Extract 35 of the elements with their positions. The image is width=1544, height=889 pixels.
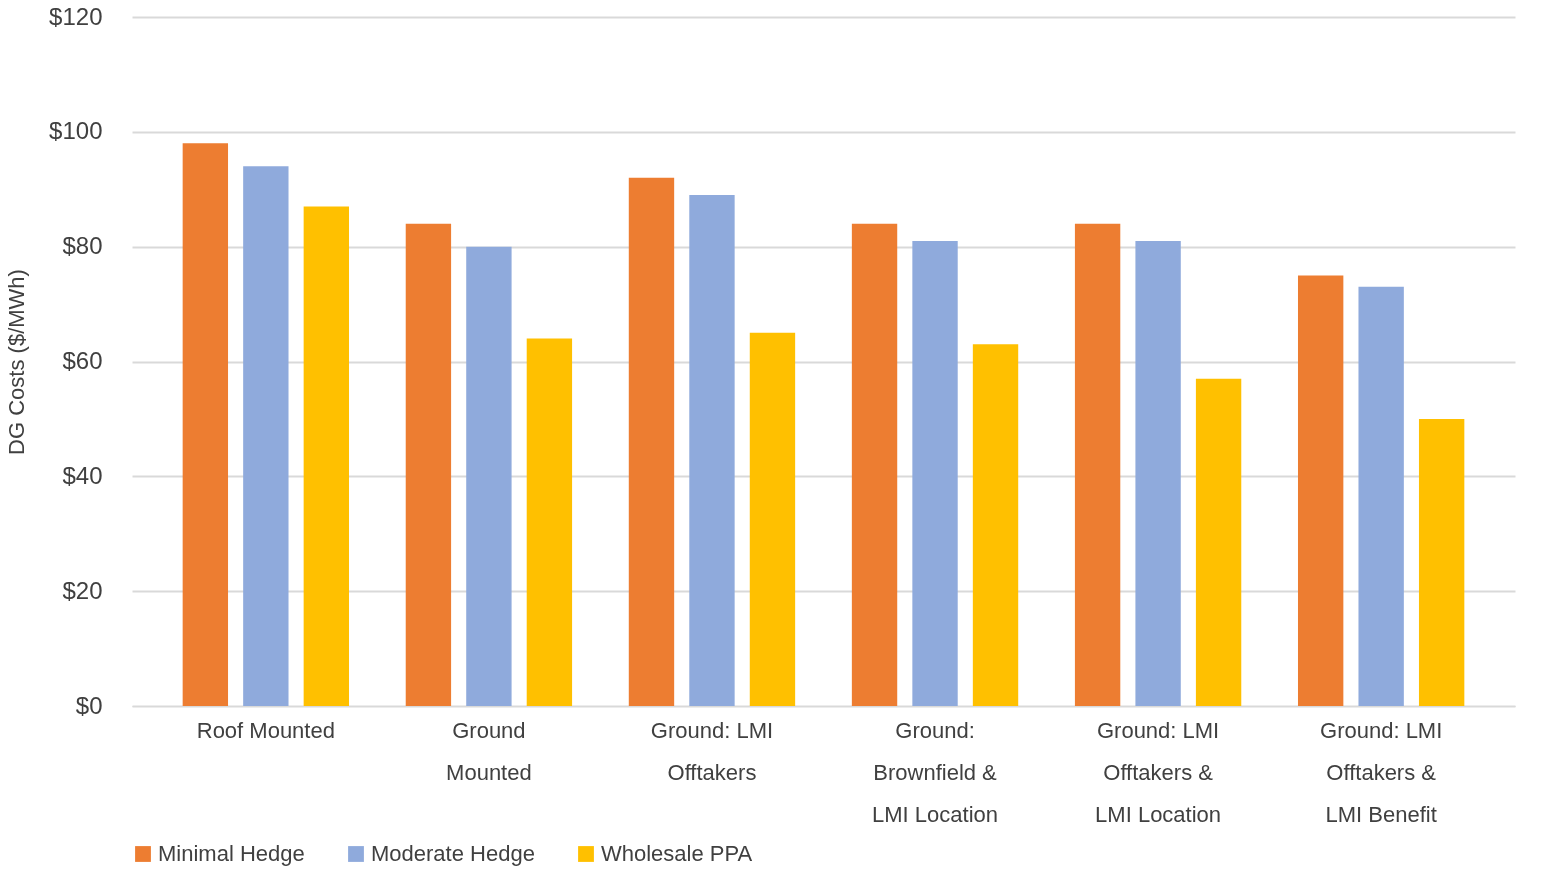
bar [1074, 223, 1121, 706]
y-tick-label: $0 [75, 691, 103, 719]
bar [1358, 286, 1404, 706]
x-tick-label: Ground Mounted [446, 717, 532, 785]
bar [466, 246, 512, 706]
bar [689, 194, 735, 706]
x-tick-label: Ground: LMI Offtakers & LMI Benefit [1320, 717, 1443, 827]
bar [405, 223, 452, 706]
legend-label: Wholesale PPA [601, 841, 753, 866]
y-tick-label: $80 [62, 232, 103, 260]
x-tick-label: Roof Mounted [196, 717, 335, 743]
bar [1297, 275, 1344, 706]
y-tick-label: $40 [62, 461, 103, 489]
bar [243, 166, 289, 706]
x-tick-label: Ground: LMI Offtakers & LMI Location [1095, 717, 1222, 827]
bar [628, 177, 675, 706]
bar [912, 240, 958, 706]
bar [851, 223, 898, 706]
bar [1195, 378, 1242, 706]
bar [303, 206, 350, 706]
y-tick-label: $120 [49, 2, 103, 30]
bar [182, 143, 229, 706]
y-tick-label: $100 [49, 117, 103, 145]
x-tick-label: Ground: LMI Offtakers [650, 717, 774, 785]
legend-label: Minimal Hedge [158, 841, 305, 866]
bar [1135, 240, 1181, 706]
bar [1418, 418, 1465, 706]
legend-label: Moderate Hedge [371, 841, 535, 866]
x-tick-label: Ground: Brownfield & LMI Location [872, 717, 999, 827]
bar [972, 344, 1019, 706]
y-tick-label: $20 [62, 576, 103, 604]
bar [526, 338, 573, 706]
bar [749, 332, 796, 706]
y-tick-label: $60 [62, 347, 103, 374]
y-axis-title: DG Costs ($/MWh) [4, 269, 30, 455]
